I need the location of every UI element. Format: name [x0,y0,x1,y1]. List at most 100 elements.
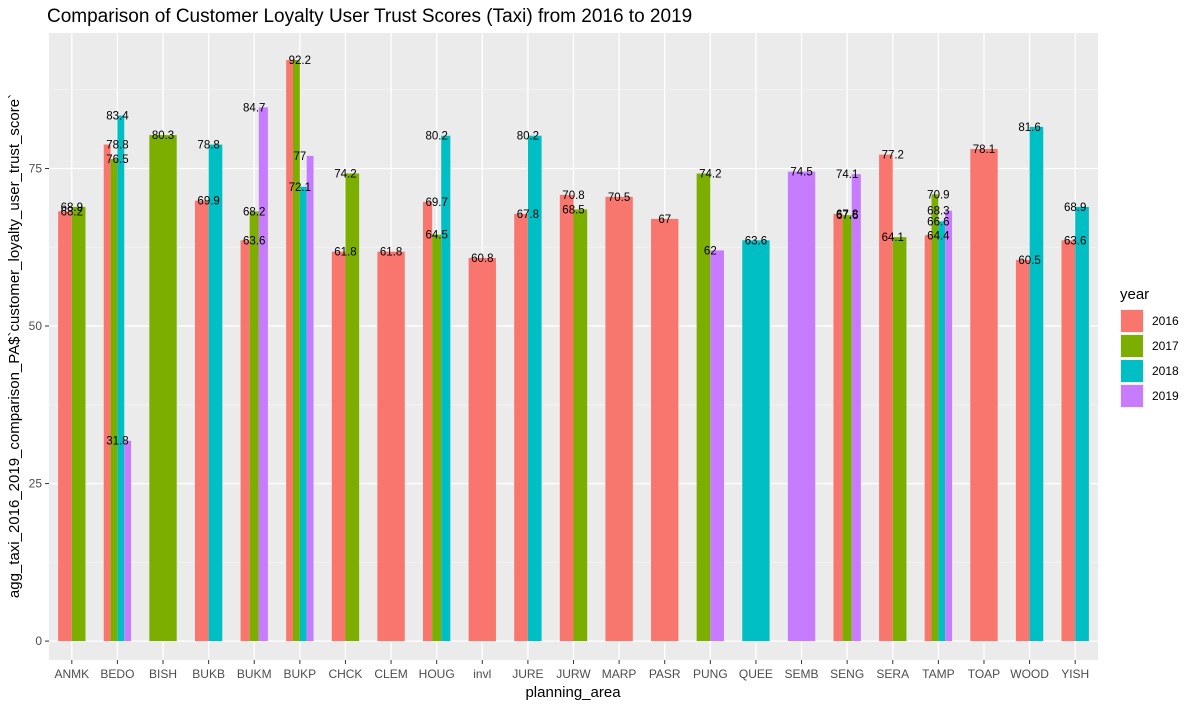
data-label: 81.6 [1018,122,1040,134]
bar-JURE-2018 [527,135,542,642]
x-axis-title: planning_area [525,684,621,701]
bar-TAMP-2016 [924,235,932,642]
bar-BEDO-2019 [124,440,132,642]
bar-SENG-2016 [833,213,843,642]
data-label: 62 [704,245,717,257]
x-tick-label: WOOD [1010,667,1049,681]
data-label: 64.5 [425,230,447,242]
bar-PUNG-2019 [710,250,725,642]
data-label: 67 [658,214,671,226]
bar-HOUG-2016 [422,201,433,642]
bar-CLEM-2016 [377,251,405,642]
chart-title: Comparison of Customer Loyalty User Trus… [47,6,692,27]
y-tick-label: 75 [29,161,43,175]
data-label: 78.8 [197,140,219,152]
data-label: 84.7 [243,102,265,114]
bar-CHCK-2016 [331,251,346,642]
x-tick-label: CHCK [328,667,362,681]
legend-label-2016: 2016 [1152,314,1179,328]
y-tick-label: 0 [35,634,42,648]
data-label: 74.5 [790,167,812,179]
data-label: 31.8 [106,436,128,448]
x-tick-label: TOAP [968,667,1000,681]
bar-JURW-2017 [573,209,588,642]
bar-SERA-2016 [879,154,893,642]
bar-BUKP-2017 [293,60,300,642]
data-label: 77.2 [882,150,904,162]
data-label: 67.6 [836,210,858,222]
data-label: 80.2 [425,131,447,143]
bar-ANMK-2016 [58,211,72,642]
y-axis: 0 25 50 75 [29,161,49,648]
data-label: 76.5 [106,154,128,166]
data-label: 64.4 [927,230,950,242]
x-tick-label: YISH [1061,667,1089,681]
bar-HOUG-2018 [441,135,451,642]
bar-invl-2016 [468,257,496,642]
data-label: 80.3 [152,130,174,142]
bar-HOUG-2017 [432,234,442,642]
data-label: 61.8 [334,247,356,259]
bar-TAMP-2018 [938,221,946,642]
data-label: 68.9 [61,202,83,214]
x-tick-label: QUEE [739,667,773,681]
bar-BISH-2017 [149,135,177,642]
x-tick-label: ANMK [54,667,89,681]
x-tick-label: PASR [649,667,681,681]
legend-swatch-2016 [1121,310,1143,332]
data-label: 74.2 [334,169,356,181]
legend-label-2017: 2017 [1152,339,1179,353]
bar-BEDO-2018 [117,115,125,642]
bar-BUKM-2017 [249,211,259,642]
bar-PUNG-2017 [696,173,711,642]
legend-swatch-2019 [1121,385,1143,407]
x-tick-label: SERA [876,667,909,681]
data-label: 74.1 [836,169,858,181]
bar-YISH-2016 [1061,240,1076,642]
bar-CHCK-2017 [345,173,360,642]
data-label: 74.2 [699,169,721,181]
x-tick-label: SENG [830,667,864,681]
x-tick-label: SEMB [785,667,819,681]
data-label: 66.6 [927,216,949,228]
bar-SENG-2019 [851,174,861,642]
data-label: 67.8 [836,209,858,221]
legend-label-2019: 2019 [1152,389,1179,403]
data-label: 63.6 [745,235,767,247]
data-label: 92.2 [289,55,311,67]
bar-BUKP-2019 [306,155,314,642]
bar-BUKP-2018 [299,186,307,642]
x-tick-label: BEDO [100,667,134,681]
bar-BUKB-2016 [194,200,209,642]
x-tick-label: MARP [602,667,637,681]
bar-WOOD-2016 [1015,259,1030,642]
data-label: 72.1 [289,182,311,194]
bar-QUEE-2018 [742,240,770,642]
x-tick-label: JURW [556,667,591,681]
bar-MARP-2016 [605,196,633,642]
data-label: 60.8 [471,253,493,265]
data-label: 68.2 [61,206,83,218]
legend-label-2018: 2018 [1152,364,1179,378]
x-tick-label: PUNG [693,667,728,681]
bar-ANMK-2017 [71,206,86,642]
legend-swatch-2018 [1121,360,1143,382]
data-label: 63.6 [1064,235,1086,247]
bar-BUKB-2018 [208,144,223,642]
bar-BUKP-2016 [286,60,294,642]
x-tick-label: invl [473,667,491,681]
x-tick-label: CLEM [374,667,407,681]
x-tick-label: BUKB [192,667,225,681]
x-tick-label: JURE [512,667,543,681]
bar-JURE-2016 [514,213,528,642]
bar-SEMB-2019 [787,171,816,642]
data-label: 69.9 [197,196,219,208]
x-tick-label: BUKM [237,667,272,681]
data-label: 83.4 [106,111,129,123]
bar-BUKM-2016 [240,240,250,642]
bars [58,60,1089,642]
legend-title: year [1120,286,1149,303]
data-labels: 68.968.283.478.876.531.880.378.869.984.7… [61,55,1087,448]
data-label: 68.9 [1064,202,1086,214]
